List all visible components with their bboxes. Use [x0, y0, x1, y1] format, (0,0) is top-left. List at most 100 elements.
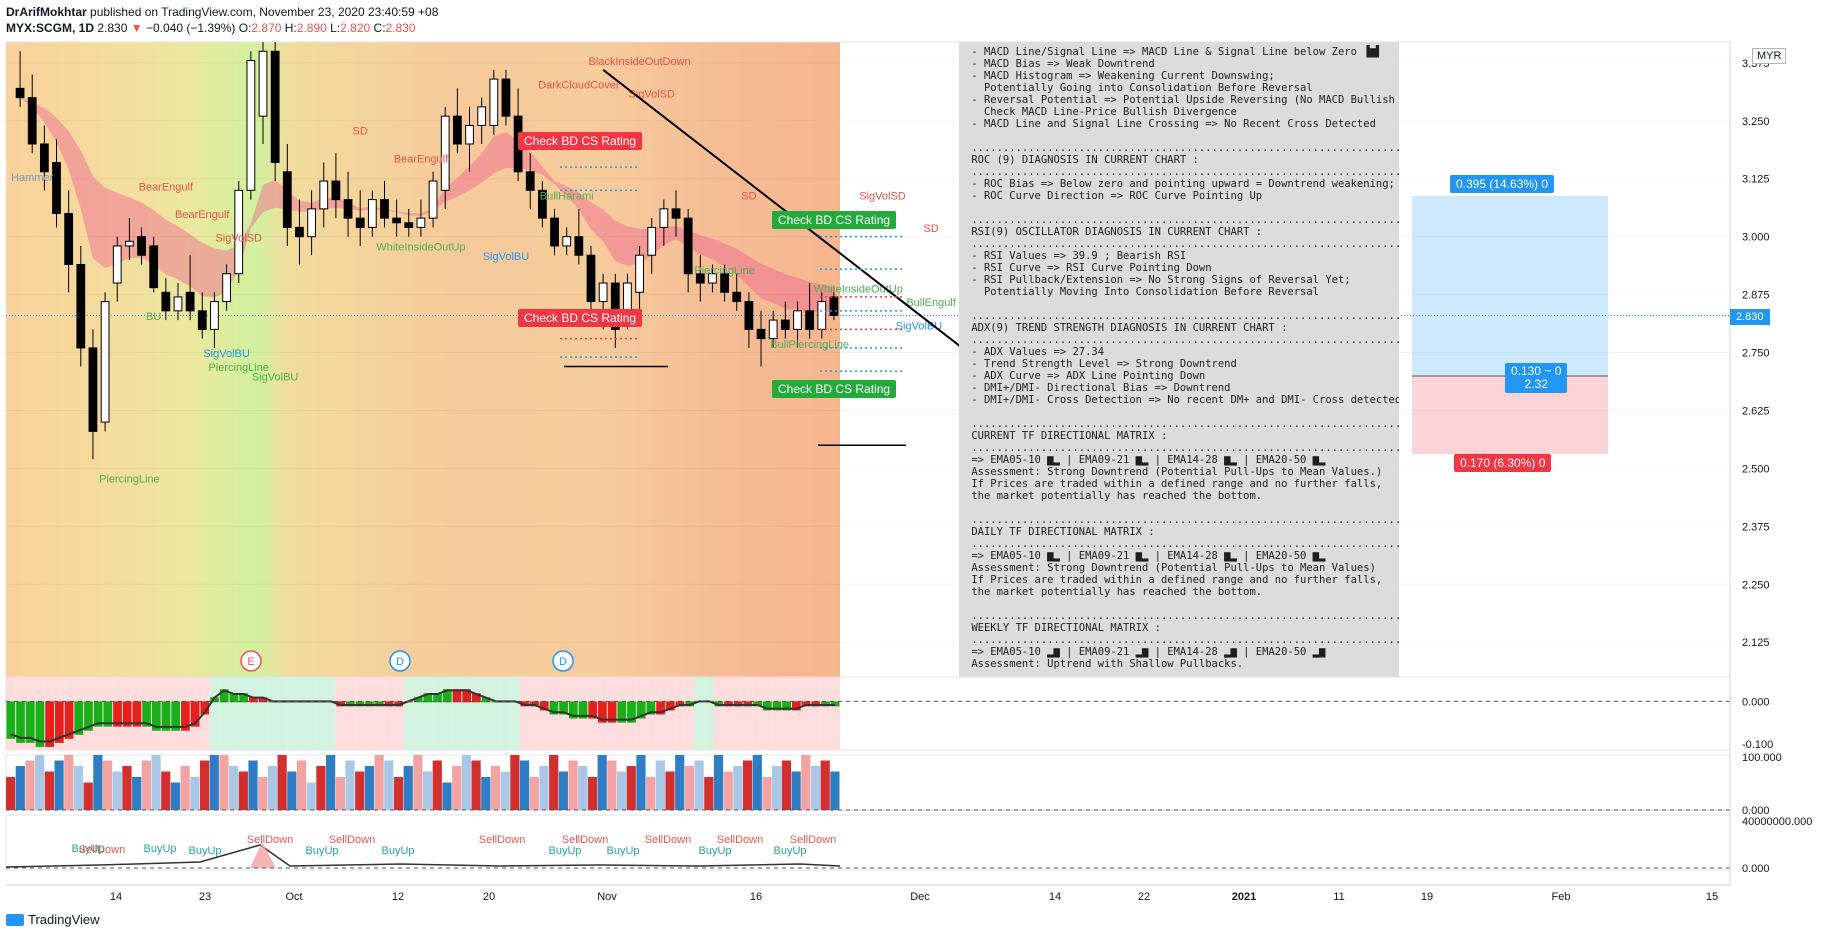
stack-bar — [490, 766, 501, 810]
candle-body — [793, 310, 802, 330]
pattern-label: BearEngulf — [175, 209, 230, 221]
buy-signal-label: BuyUp — [381, 845, 414, 857]
histogram-bg — [364, 677, 375, 750]
stack-bar — [772, 766, 782, 810]
stack-bar — [820, 760, 830, 810]
histogram-bar — [607, 701, 617, 723]
candle-body — [452, 115, 462, 145]
candle-body — [683, 217, 693, 275]
histogram-bar — [161, 701, 171, 731]
time-tick-label: 12 — [392, 891, 404, 903]
histogram-bar — [239, 693, 248, 703]
author-name[interactable]: DrArifMokhtar — [6, 5, 87, 19]
open-value: 2.870 — [251, 21, 282, 35]
histogram-bg — [219, 677, 230, 750]
stack-bar — [25, 760, 35, 810]
chart-header: DrArifMokhtar published on TradingView.c… — [6, 4, 438, 36]
candle-body — [295, 226, 304, 238]
stack-bar — [781, 760, 792, 810]
volume-spike — [250, 842, 276, 868]
histogram-bar — [103, 701, 113, 727]
histogram-bar — [442, 689, 452, 703]
stack-bar — [578, 766, 588, 810]
publish-info: published on TradingView.com, November 2… — [90, 5, 439, 19]
event-marker-text: D — [559, 656, 567, 668]
time-tick-label: 19 — [1421, 891, 1433, 903]
event-marker — [389, 650, 411, 672]
stack-bar — [393, 777, 404, 810]
histogram-bg — [442, 677, 453, 750]
stack-bar — [73, 766, 84, 810]
histogram-bar — [433, 693, 442, 703]
stack-bar — [267, 766, 278, 810]
candle-body — [161, 291, 171, 312]
candle-body — [125, 240, 134, 247]
stack-bar — [587, 777, 598, 810]
histogram-bar — [714, 701, 724, 707]
histogram-bar — [25, 701, 35, 743]
event-marker-text: E — [247, 656, 254, 668]
time-tick-label: Feb — [1552, 891, 1571, 903]
histogram-bar — [423, 693, 433, 703]
candle-body — [501, 78, 511, 117]
histogram-bg — [345, 677, 356, 750]
histogram-bg — [471, 677, 482, 750]
histogram-bar — [588, 701, 598, 719]
stack-bar — [248, 760, 258, 810]
histogram-bar — [355, 701, 365, 707]
candle-body — [197, 310, 207, 330]
histogram-bar — [685, 701, 695, 707]
candle-body — [319, 180, 329, 210]
pattern-label: BearEngulf — [139, 181, 194, 193]
stack-bar — [762, 777, 772, 810]
stack-bar — [413, 755, 423, 810]
candle-body — [52, 162, 61, 214]
histogram-bar — [84, 701, 93, 731]
histogram-bg — [772, 677, 782, 750]
histogram-bg — [694, 677, 705, 750]
currency-badge[interactable]: MYR — [1752, 48, 1787, 64]
histogram-bg — [461, 677, 472, 750]
footer-brand[interactable]: TradingView — [6, 912, 100, 927]
histogram-bar — [54, 701, 64, 743]
candle-body — [367, 199, 377, 228]
pattern-label: WhiteInsideOutUp — [376, 242, 465, 254]
stack-bar — [6, 777, 16, 810]
pattern-label: SigVolSD — [215, 232, 262, 244]
candle-body — [355, 217, 365, 228]
histogram-bar — [665, 701, 675, 711]
stack-bar — [752, 755, 762, 810]
candle-body — [222, 273, 231, 303]
stack-bar — [704, 777, 714, 810]
stack-bar — [326, 755, 336, 810]
histogram-bg — [423, 677, 433, 750]
stack-bar — [219, 755, 229, 810]
symbol-label[interactable]: MYX:SCGM, 1D — [6, 21, 95, 35]
candle-body — [574, 236, 584, 256]
histogram-bar — [520, 701, 530, 707]
pattern-label: BlackInsideOutDown — [589, 56, 691, 68]
sell-signal-label: SellDown — [479, 834, 525, 846]
event-marker — [552, 650, 574, 672]
sell-signal-label: SellDown — [79, 844, 125, 856]
stack-bar — [335, 777, 345, 810]
stack-axis-label: 0.000 — [1742, 805, 1770, 817]
time-tick-label: 23 — [199, 891, 211, 903]
stack-bar — [306, 782, 316, 810]
histogram-bg — [723, 677, 734, 750]
stack-bar — [452, 766, 462, 810]
time-tick-label: 14 — [1049, 891, 1061, 903]
open-label: O: — [238, 21, 252, 35]
histogram-bar — [627, 701, 636, 723]
time-tick-label: 22 — [1138, 891, 1150, 903]
histogram-bar — [151, 701, 161, 731]
histogram-bar — [724, 701, 733, 707]
pattern-label: SigVolBU — [483, 251, 530, 263]
sell-signal-label: SellDown — [717, 834, 763, 846]
sell-signal-label: SellDown — [645, 834, 691, 846]
histogram-bar — [782, 701, 792, 711]
stack-bar — [102, 760, 113, 810]
histogram-bg — [810, 677, 821, 750]
candle-body — [380, 199, 389, 219]
